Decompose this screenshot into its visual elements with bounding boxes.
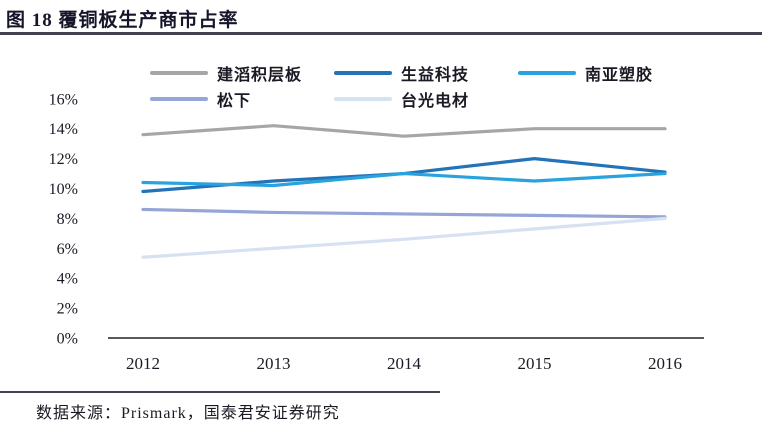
- x-axis-tick-label: 2016: [648, 354, 682, 373]
- chart-legend: 建滔积层板 生益科技 南亚塑胶松下 台光电材: [150, 60, 730, 112]
- figure-title: 图 18 覆铜板生产商市占率: [6, 10, 239, 31]
- legend-item: 生益科技: [334, 60, 518, 86]
- legend-label: 建滔积层板: [217, 67, 303, 84]
- y-axis-tick-label: 14%: [49, 121, 78, 138]
- legend-line-swatch: [518, 71, 576, 75]
- y-axis-tick-label: 6%: [57, 241, 78, 258]
- y-axis-tick-label: 2%: [57, 301, 78, 318]
- series-line-松下: [141, 207, 667, 219]
- legend-line-swatch: [334, 71, 392, 75]
- legend-label: 松下: [217, 93, 252, 110]
- legend-line-swatch: [150, 71, 208, 75]
- x-axis-tick-label: 2013: [257, 354, 291, 373]
- figure-header: 图 18 覆铜板生产商市占率: [6, 5, 239, 32]
- y-axis-tick-label: 0%: [57, 331, 78, 348]
- title-divider: [0, 32, 762, 35]
- y-axis-tick-label: 12%: [49, 151, 78, 168]
- y-axis-tick-label: 4%: [57, 271, 78, 288]
- y-axis-tick-label: 10%: [49, 181, 78, 198]
- legend-item: 台光电材: [334, 86, 518, 112]
- legend-line-swatch: [150, 97, 208, 101]
- x-axis-tick-label: 2015: [518, 354, 552, 373]
- series-line-南亚塑胶: [141, 171, 667, 188]
- y-axis-tick-label: 16%: [49, 91, 78, 108]
- y-axis-tick-label: 8%: [57, 211, 78, 228]
- legend-label: 南亚塑胶: [585, 67, 654, 84]
- x-axis-tick-label: 2014: [387, 354, 422, 373]
- data-source-text: 数据来源：Prismark，国泰君安证券研究: [36, 405, 340, 422]
- legend-item: 南亚塑胶: [518, 60, 702, 86]
- series-line-台光电材: [141, 216, 667, 259]
- x-axis-tick-label: 2012: [126, 354, 160, 373]
- legend-item: 建滔积层板: [150, 60, 334, 86]
- legend-item: 松下: [150, 86, 334, 112]
- footer-divider: [0, 391, 440, 393]
- series-line-建滔积层板: [141, 124, 667, 138]
- legend-label: 生益科技: [401, 67, 470, 84]
- legend-label: 台光电材: [401, 93, 470, 110]
- legend-line-swatch: [334, 97, 392, 101]
